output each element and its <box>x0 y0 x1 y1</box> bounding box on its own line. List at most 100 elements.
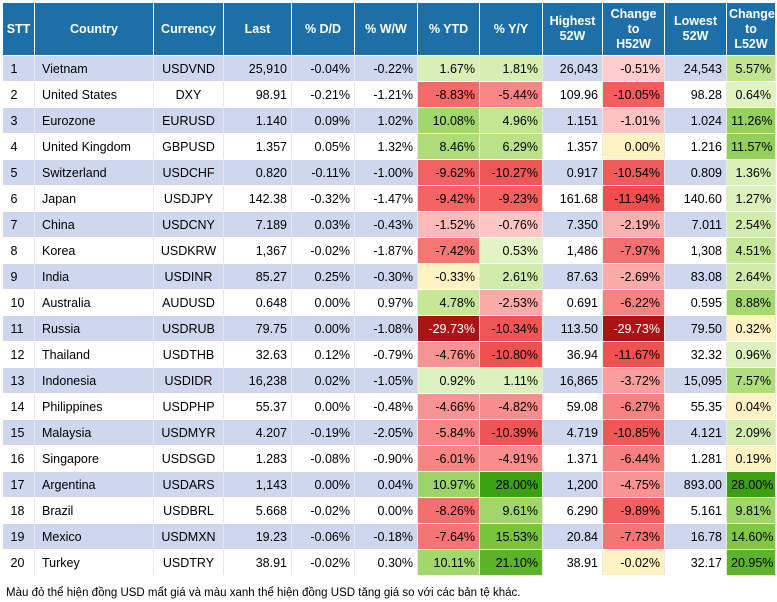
cell-dd: -0.32% <box>291 185 355 212</box>
table-row[interactable]: 18 Brazil USDBRL 5.668 -0.02% 0.00% -8.26% 9.61… <box>2 497 776 524</box>
cell-chg-h52: -10.54% <box>602 159 665 186</box>
table-row[interactable]: 12 Thailand USDTHB 32.63 0.12% -0.79% -4.76% -1… <box>2 341 776 368</box>
table-row[interactable]: 14 Philippines USDPHP 55.37 0.00% -0.48% -4.66… <box>2 393 776 420</box>
header-chg-h52[interactable]: Change to H52W <box>602 2 665 56</box>
cell-last: 0.820 <box>223 159 292 186</box>
cell-ytd: -7.42% <box>417 237 480 264</box>
cell-stt: 19 <box>2 523 35 550</box>
cell-chg-l52: 2.64% <box>726 263 776 290</box>
cell-chg-l52: 2.09% <box>726 419 776 446</box>
cell-last: 16,238 <box>223 367 292 394</box>
cell-ww: 0.30% <box>354 549 418 576</box>
cell-high52: 1.357 <box>542 133 603 160</box>
header-stt[interactable]: STT <box>2 2 35 56</box>
cell-yy: -10.27% <box>479 159 543 186</box>
table-row[interactable]: 9 India USDINR 85.27 0.25% -0.30% -0.33% 2.61% 8… <box>2 263 776 290</box>
cell-ww: -0.90% <box>354 445 418 472</box>
cell-stt: 14 <box>2 393 35 420</box>
cell-chg-h52: -2.69% <box>602 263 665 290</box>
table-row[interactable]: 11 Russia USDRUB 79.75 0.00% -1.08% -29.73% -10… <box>2 315 776 342</box>
cell-yy: 4.96% <box>479 107 543 134</box>
header-last[interactable]: Last <box>223 2 292 56</box>
header-low52[interactable]: Lowest 52W <box>664 2 727 56</box>
header-ww[interactable]: % W/W <box>354 2 418 56</box>
table-row[interactable]: 4 United Kingdom GBPUSD 1.357 0.05% 1.32% 8.46… <box>2 133 776 160</box>
cell-country: Korea <box>34 237 154 264</box>
table-row[interactable]: 19 Mexico USDMXN 19.23 -0.06% -0.18% -7.64% 15.… <box>2 523 776 550</box>
cell-country: Indonesia <box>34 367 154 394</box>
table-row[interactable]: 16 Singapore USDSGD 1.283 -0.08% -0.90% -6.01%… <box>2 445 776 472</box>
header-high52[interactable]: Highest 52W <box>542 2 603 56</box>
cell-chg-h52: -4.75% <box>602 471 665 498</box>
cell-last: 1,143 <box>223 471 292 498</box>
cell-currency: USDSGD <box>153 445 224 472</box>
cell-ww: -1.21% <box>354 81 418 108</box>
cell-currency: EURUSD <box>153 107 224 134</box>
cell-high52: 1.151 <box>542 107 603 134</box>
table-row[interactable]: 17 Argentina USDARS 1,143 0.00% 0.04% 10.97% 28… <box>2 471 776 498</box>
table-row[interactable]: 13 Indonesia USDIDR 16,238 0.02% -1.05% 0.92% 1… <box>2 367 776 394</box>
cell-ww: -0.48% <box>354 393 418 420</box>
cell-chg-l52: 14.60% <box>726 523 776 550</box>
cell-yy: 1.11% <box>479 367 543 394</box>
table-row[interactable]: 15 Malaysia USDMYR 4.207 -0.19% -2.05% -5.84% -… <box>2 419 776 446</box>
cell-chg-l52: 5.57% <box>726 55 776 82</box>
table-row[interactable]: 3 Eurozone EURUSD 1.140 0.09% 1.02% 10.08% 4.96… <box>2 107 776 134</box>
cell-low52: 24,543 <box>664 55 727 82</box>
cell-chg-l52: 7.57% <box>726 367 776 394</box>
cell-currency: USDVND <box>153 55 224 82</box>
cell-yy: 9.61% <box>479 497 543 524</box>
cell-ytd: 1.67% <box>417 55 480 82</box>
cell-country: United States <box>34 81 154 108</box>
table-row[interactable]: 10 Australia AUDUSD 0.648 0.00% 0.97% 4.78% -2.… <box>2 289 776 316</box>
cell-chg-h52: -6.44% <box>602 445 665 472</box>
cell-high52: 59.08 <box>542 393 603 420</box>
cell-ytd: 10.97% <box>417 471 480 498</box>
cell-dd: -0.11% <box>291 159 355 186</box>
table-row[interactable]: 7 China USDCNY 7.189 0.03% -0.43% -1.52% -0.76%… <box>2 211 776 238</box>
header-currency[interactable]: Currency <box>153 2 224 56</box>
cell-low52: 1,308 <box>664 237 727 264</box>
cell-stt: 5 <box>2 159 35 186</box>
cell-stt: 1 <box>2 55 35 82</box>
cell-chg-l52: 0.64% <box>726 81 776 108</box>
table-row[interactable]: 5 Switzerland USDCHF 0.820 -0.11% -1.00% -9.62… <box>2 159 776 186</box>
table-row[interactable]: 2 United States DXY 98.91 -0.21% -1.21% -8.83%… <box>2 81 776 108</box>
cell-high52: 109.96 <box>542 81 603 108</box>
cell-dd: 0.00% <box>291 315 355 342</box>
cell-high52: 1,200 <box>542 471 603 498</box>
cell-yy: 0.53% <box>479 237 543 264</box>
cell-currency: USDTHB <box>153 341 224 368</box>
cell-stt: 20 <box>2 549 35 576</box>
cell-country: Australia <box>34 289 154 316</box>
cell-chg-h52: -2.19% <box>602 211 665 238</box>
cell-chg-h52: -7.97% <box>602 237 665 264</box>
cell-dd: 0.02% <box>291 367 355 394</box>
cell-dd: 0.00% <box>291 393 355 420</box>
table-row[interactable]: 20 Turkey USDTRY 38.91 -0.02% 0.30% 10.11% 21.1… <box>2 549 776 576</box>
cell-stt: 4 <box>2 133 35 160</box>
cell-chg-l52: 11.26% <box>726 107 776 134</box>
cell-yy: -9.23% <box>479 185 543 212</box>
cell-dd: 0.00% <box>291 289 355 316</box>
header-dd[interactable]: % D/D <box>291 2 355 56</box>
cell-low52: 140.60 <box>664 185 727 212</box>
table-row[interactable]: 8 Korea USDKRW 1,367 -0.02% -1.87% -7.42% 0.53%… <box>2 237 776 264</box>
cell-high52: 20.84 <box>542 523 603 550</box>
header-country[interactable]: Country <box>34 2 154 56</box>
header-ytd[interactable]: % YTD <box>417 2 480 56</box>
header-yy[interactable]: % Y/Y <box>479 2 543 56</box>
cell-low52: 79.50 <box>664 315 727 342</box>
cell-country: Russia <box>34 315 154 342</box>
cell-last: 79.75 <box>223 315 292 342</box>
table-row[interactable]: 1 Vietnam USDVND 25,910 -0.04% -0.22% 1.67% 1.8… <box>2 55 776 82</box>
table-row[interactable]: 6 Japan USDJPY 142.38 -0.32% -1.47% -9.42% -9.2… <box>2 185 776 212</box>
footnote: Màu đỏ thể hiện đồng USD mất giá và màu … <box>6 587 521 599</box>
cell-yy: 15.53% <box>479 523 543 550</box>
cell-ww: -1.08% <box>354 315 418 342</box>
cell-ww: -1.05% <box>354 367 418 394</box>
cell-chg-l52: 0.96% <box>726 341 776 368</box>
cell-country: Japan <box>34 185 154 212</box>
cell-dd: -0.02% <box>291 237 355 264</box>
header-chg-l52[interactable]: Change to L52W <box>726 2 776 56</box>
